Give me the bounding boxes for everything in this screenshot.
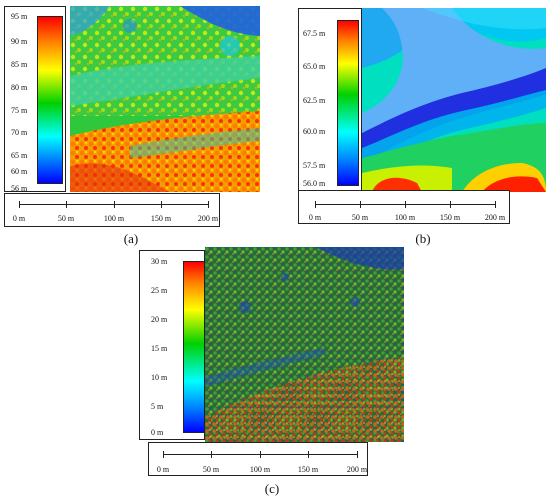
legend-tick-label: 67.5 m bbox=[303, 29, 326, 38]
scale-bar-tick bbox=[260, 451, 261, 458]
scale-bar-label: 50 m bbox=[202, 465, 220, 474]
legend-tick-label: 25 m bbox=[151, 286, 168, 295]
legend-tick-label: 95 m bbox=[11, 12, 28, 21]
legend-tick-label: 62.5 m bbox=[303, 96, 326, 105]
scale-bar-tick bbox=[114, 201, 115, 208]
legend-tick-label: 5 m bbox=[151, 402, 164, 411]
scale-bar-label: 100 m bbox=[394, 213, 416, 222]
panel-caption: (a) bbox=[123, 231, 139, 246]
scale-bar-tick bbox=[163, 451, 164, 458]
legend-tick-label: 70 m bbox=[11, 128, 28, 137]
scale-bar-label: 150 m bbox=[150, 214, 172, 223]
scale-bar-tick bbox=[308, 451, 309, 458]
color-ramp-bar bbox=[183, 261, 205, 433]
legend-tick-label: 65.0 m bbox=[303, 62, 326, 71]
scale-bar-label: 100 m bbox=[249, 465, 271, 474]
scale-bar-tick bbox=[357, 451, 358, 458]
color-ramp-bar bbox=[37, 16, 63, 184]
legend-tick-label: 80 m bbox=[11, 83, 28, 92]
scale-bar-tick bbox=[161, 201, 162, 208]
scale-bar-tick bbox=[315, 201, 316, 208]
height-legend: 30 m 25 m 20 m 15 m 10 m 5 m 0 m bbox=[139, 250, 205, 440]
scale-bar-tick bbox=[360, 201, 361, 208]
legend-tick-label: 85 m bbox=[11, 60, 28, 69]
panel-caption: (c) bbox=[264, 481, 280, 496]
legend-tick-label: 30 m bbox=[151, 257, 168, 266]
scale-bar-label: 150 m bbox=[439, 213, 461, 222]
legend-tick-label: 10 m bbox=[151, 373, 168, 382]
scale-bar: 0 m 50 m 100 m 150 m 200 m bbox=[4, 193, 220, 227]
dsm-raster-map bbox=[70, 6, 260, 192]
scale-bar-label: 50 m bbox=[57, 214, 75, 223]
scale-bar-label: 50 m bbox=[351, 213, 369, 222]
color-ramp-bar bbox=[337, 20, 359, 186]
legend-tick-label: 60.0 m bbox=[303, 127, 326, 136]
legend-tick-label: 90 m bbox=[11, 37, 28, 46]
chm-raster-map bbox=[205, 247, 404, 442]
scale-bar-tick bbox=[19, 201, 20, 208]
scale-bar: 0 m 50 m 100 m 150 m 200 m bbox=[148, 442, 368, 476]
scale-bar-tick bbox=[208, 201, 209, 208]
scale-bar-label: 150 m bbox=[297, 465, 319, 474]
legend-tick-label: 57.5 m bbox=[303, 161, 326, 170]
scale-bar-label: 100 m bbox=[103, 214, 125, 223]
scale-bar-tick bbox=[211, 451, 212, 458]
legend-tick-label: 75 m bbox=[11, 106, 28, 115]
scale-bar-tick bbox=[405, 201, 406, 208]
legend-tick-label: 56 m bbox=[11, 184, 28, 193]
legend-tick-label: 65 m bbox=[11, 151, 28, 160]
legend-tick-label: 60 m bbox=[11, 167, 28, 176]
legend-tick-label: 56.0 m bbox=[303, 179, 326, 188]
scale-bar: 0 m 50 m 100 m 150 m 200 m bbox=[298, 190, 510, 224]
scale-bar-label: 0 m bbox=[156, 465, 170, 474]
scale-bar-tick bbox=[450, 201, 451, 208]
scale-bar-label: 0 m bbox=[12, 214, 26, 223]
legend-tick-label: 20 m bbox=[151, 315, 168, 324]
panel-caption: (b) bbox=[415, 231, 431, 246]
legend-tick-label: 15 m bbox=[151, 344, 168, 353]
elevation-legend: 95 m 90 m 85 m 80 m 75 m 70 m 65 m 60 m … bbox=[4, 6, 66, 193]
scale-bar-label: 200 m bbox=[346, 465, 368, 474]
dem-raster-map bbox=[362, 8, 546, 192]
scale-bar-label: 0 m bbox=[308, 213, 322, 222]
scale-bar-tick bbox=[66, 201, 67, 208]
scale-bar-label: 200 m bbox=[484, 213, 506, 222]
legend-tick-label: 0 m bbox=[151, 428, 164, 437]
scale-bar-label: 200 m bbox=[197, 214, 219, 223]
elevation-legend: 67.5 m 65.0 m 62.5 m 60.0 m 57.5 m 56.0 … bbox=[298, 8, 362, 192]
scale-bar-tick bbox=[495, 201, 496, 208]
